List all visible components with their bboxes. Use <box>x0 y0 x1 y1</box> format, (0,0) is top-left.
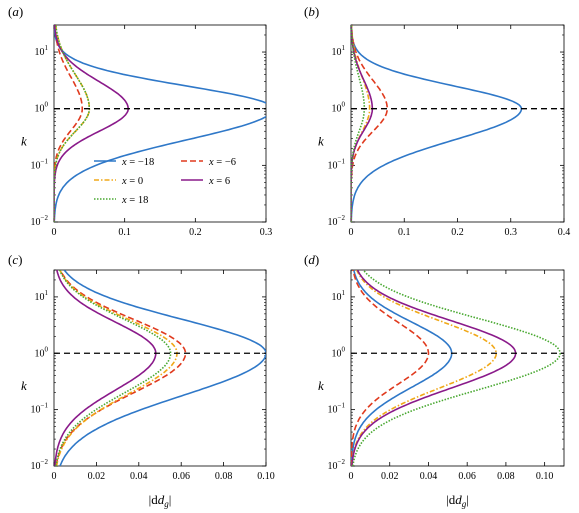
x-tick-label: 0.1 <box>398 227 411 238</box>
x-tick-label: 0.2 <box>451 227 464 238</box>
y-tick-label: 101 <box>332 44 346 58</box>
series-line <box>351 270 430 466</box>
x-tick-label: 0.06 <box>172 471 190 482</box>
panel-label: (c) <box>8 252 22 267</box>
series-line <box>351 270 453 466</box>
x-axis-label: |ddg| <box>149 492 172 509</box>
y-axis-label: k <box>21 134 27 149</box>
x-tick-label: 0.04 <box>130 471 148 482</box>
y-tick-label: 10−2 <box>328 458 346 472</box>
panel-c: 101 100 10−1 10−20 0.02 0.04 0.06 0.08 0.10 k (c) |… <box>8 252 275 509</box>
axes-frame <box>53 24 267 223</box>
legend-label: x = −18 <box>121 157 154 168</box>
y-tick-label: 100 <box>332 101 346 115</box>
y-tick-label: 101 <box>35 44 49 58</box>
x-tick-label: 0 <box>349 471 354 482</box>
series-line <box>351 25 374 222</box>
x-tick-label: 0 <box>349 227 354 238</box>
series-line <box>54 270 157 466</box>
x-tick-label: 0.06 <box>458 471 476 482</box>
legend-label: x = 0 <box>121 176 143 187</box>
series-line <box>55 270 178 466</box>
x-tick-label: 0.10 <box>536 471 554 482</box>
x-tick-label: 0.04 <box>420 471 438 482</box>
series-line <box>54 25 130 222</box>
y-tick-label: 10−1 <box>328 157 346 171</box>
panel-b: 101 100 10−1 10−20 0.1 0.2 0.3 0.4 k (b) <box>304 4 570 238</box>
panel-label: (b) <box>304 4 319 19</box>
y-tick-label: 10−2 <box>328 214 346 228</box>
y-tick-label: 10−2 <box>31 458 49 472</box>
series-line <box>352 270 561 466</box>
series-line <box>54 25 91 222</box>
x-tick-label: 0.4 <box>558 227 571 238</box>
x-tick-label: 0.08 <box>215 471 233 482</box>
x-axis-label: |ddg| <box>446 492 469 509</box>
y-tick-label: 10−1 <box>31 402 49 416</box>
axes-frame <box>350 24 565 223</box>
series-line <box>351 25 366 222</box>
x-tick-label: 0.10 <box>257 471 275 482</box>
series-line <box>54 25 266 222</box>
panel-label: (a) <box>8 4 23 19</box>
series-line <box>351 270 517 466</box>
panel-d: 101 100 10−1 10−20 0.02 0.04 0.06 0.08 0.10 k (d) |… <box>304 252 565 509</box>
y-tick-label: 10−1 <box>328 402 346 416</box>
x-tick-label: 0.1 <box>118 227 131 238</box>
panel-label: (d) <box>304 252 319 267</box>
x-tick-label: 0 <box>52 471 57 482</box>
y-axis-label: k <box>21 378 27 393</box>
legend-label: x = 18 <box>121 195 148 206</box>
y-tick-label: 101 <box>332 289 346 303</box>
x-tick-label: 0 <box>52 227 57 238</box>
axes-frame <box>53 269 267 467</box>
legend-label: x = −6 <box>208 157 236 168</box>
axes-frame <box>350 269 565 467</box>
legend-label: x = 6 <box>208 176 230 187</box>
y-axis-label: k <box>318 378 324 393</box>
x-tick-label: 0.2 <box>189 227 202 238</box>
x-tick-label: 0.02 <box>88 471 106 482</box>
series-line <box>59 270 266 466</box>
y-tick-label: 10−2 <box>31 214 49 228</box>
series-line <box>351 25 523 222</box>
y-tick-label: 100 <box>332 345 346 359</box>
series-line <box>351 270 498 466</box>
y-axis-label: k <box>318 134 324 149</box>
y-tick-label: 100 <box>35 101 49 115</box>
y-tick-label: 101 <box>35 289 49 303</box>
x-tick-label: 0.3 <box>260 227 273 238</box>
series-line <box>54 25 84 222</box>
y-tick-label: 10−1 <box>31 157 49 171</box>
y-tick-label: 100 <box>35 345 49 359</box>
x-tick-label: 0.3 <box>505 227 518 238</box>
x-tick-label: 0.08 <box>497 471 515 482</box>
x-tick-label: 0.02 <box>381 471 399 482</box>
legend: x = −18 x = −6 x = 0 x = 6 x = 18 <box>94 157 236 206</box>
series-line <box>55 270 172 466</box>
